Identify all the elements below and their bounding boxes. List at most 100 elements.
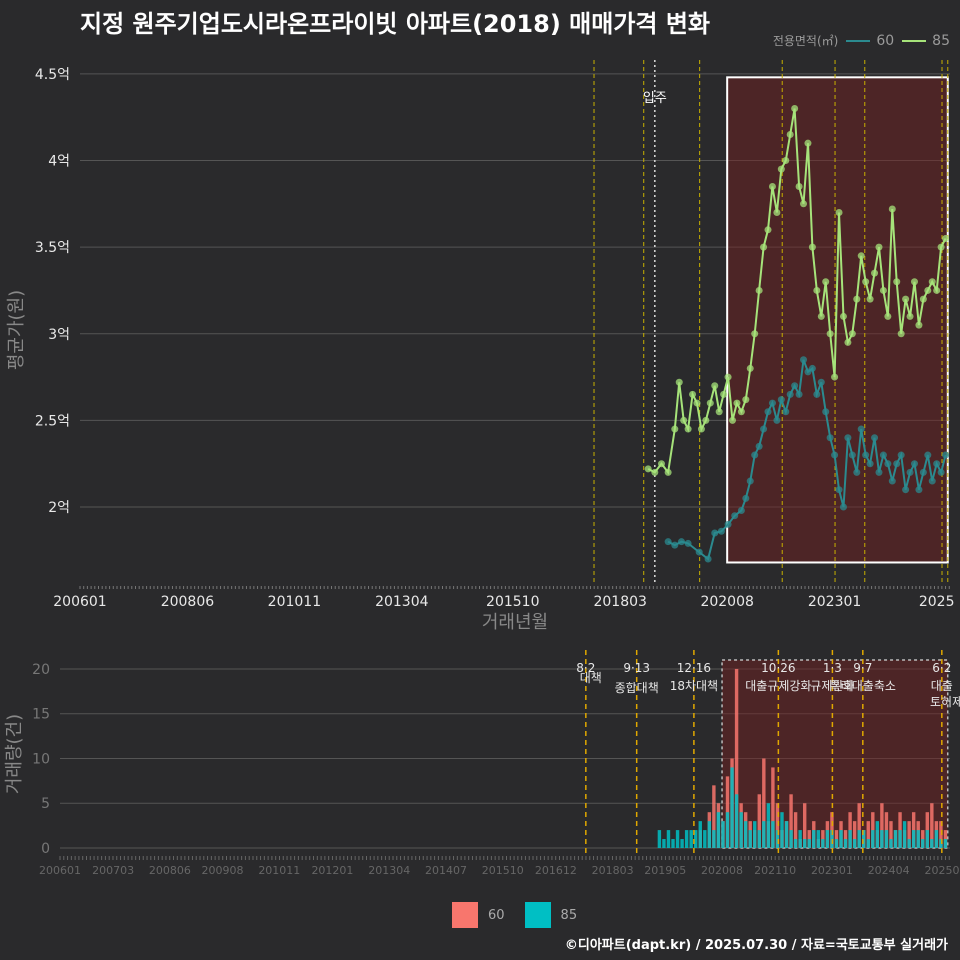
bar-60 xyxy=(789,794,793,848)
bar-85 xyxy=(916,830,920,848)
data-point-85 xyxy=(906,312,914,320)
legend-swatch-85 xyxy=(524,902,551,928)
data-point-60 xyxy=(742,494,750,502)
data-point-85 xyxy=(942,234,950,242)
data-point-60 xyxy=(848,451,856,459)
move-in-label: 입주 xyxy=(643,91,667,106)
top-xtick-label: 201803 xyxy=(593,594,646,610)
bottom-xtick-label: 200908 xyxy=(202,864,244,877)
data-point-60 xyxy=(777,396,785,404)
data-point-85 xyxy=(693,399,701,407)
bar-85 xyxy=(707,821,712,848)
bar-85 xyxy=(662,839,666,848)
bar-85 xyxy=(911,830,916,848)
bottom-ytick-label: 0 xyxy=(41,841,50,857)
data-point-85 xyxy=(760,243,768,251)
data-point-85 xyxy=(933,286,941,294)
bar-85 xyxy=(725,812,730,848)
top-xtick-label: 202301 xyxy=(808,594,861,610)
data-point-60 xyxy=(866,460,874,468)
bar-60 xyxy=(757,794,761,848)
bar-60 xyxy=(939,821,943,848)
data-point-60 xyxy=(695,548,703,556)
data-point-85 xyxy=(791,105,799,113)
data-point-85 xyxy=(808,243,816,251)
bar-85 xyxy=(821,839,825,848)
data-point-85 xyxy=(684,425,692,433)
data-point-60 xyxy=(677,538,685,546)
bar-85 xyxy=(757,830,761,848)
data-point-85 xyxy=(737,408,745,416)
bar-85 xyxy=(684,830,689,848)
bottom-xtick-label: 202507 xyxy=(924,864,960,877)
bar-60 xyxy=(857,803,861,848)
data-point-85 xyxy=(893,278,901,286)
bar-85 xyxy=(893,830,898,848)
data-point-85 xyxy=(835,208,843,216)
data-point-85 xyxy=(697,425,705,433)
data-point-85 xyxy=(804,139,812,147)
top-ytick-label: 4억 xyxy=(48,153,70,169)
policy-name-label: 대출규제강화 xyxy=(745,679,811,693)
bar-85 xyxy=(712,830,716,848)
data-point-60 xyxy=(773,416,781,424)
legend-top: 전용면적(㎡) 60 85 xyxy=(773,32,950,49)
bottom-xtick-label: 201201 xyxy=(311,864,353,877)
bar-85 xyxy=(762,821,766,848)
policy-date-label: 10·26 xyxy=(761,661,795,675)
top-ytick-label: 2억 xyxy=(48,500,70,516)
top-xtick-label: 200601 xyxy=(53,594,106,610)
data-point-85 xyxy=(689,390,697,398)
data-point-60 xyxy=(910,460,918,468)
data-point-60 xyxy=(919,468,927,476)
data-point-60 xyxy=(746,477,754,485)
bar-60 xyxy=(734,668,739,848)
data-point-85 xyxy=(773,208,781,216)
data-point-85 xyxy=(910,278,918,286)
data-point-60 xyxy=(928,477,936,485)
bar-85 xyxy=(871,830,875,848)
data-point-60 xyxy=(808,364,816,372)
bar-85 xyxy=(730,767,734,848)
bottom-xtick-label: 201407 xyxy=(425,864,467,877)
data-point-60 xyxy=(817,378,825,386)
data-point-85 xyxy=(813,286,821,294)
bar-85 xyxy=(789,830,793,848)
data-point-85 xyxy=(839,312,847,320)
data-point-85 xyxy=(871,269,879,277)
bar-60 xyxy=(793,812,798,848)
bar-85 xyxy=(748,830,752,848)
data-point-85 xyxy=(711,382,719,390)
data-point-60 xyxy=(835,486,843,494)
data-point-60 xyxy=(717,527,725,535)
data-point-85 xyxy=(848,330,856,338)
top-xtick-label: 202008 xyxy=(700,594,753,610)
policy-name-label: 대책 xyxy=(580,670,602,685)
data-point-85 xyxy=(782,156,790,164)
data-point-85 xyxy=(800,200,808,208)
policy-name-label: 특례대출축소 xyxy=(830,679,896,693)
bar-85 xyxy=(843,839,848,848)
policy-date-label: 8·2 xyxy=(576,661,595,675)
data-point-60 xyxy=(831,451,839,459)
data-point-85 xyxy=(795,182,803,190)
policy-name-label: 18차대책 xyxy=(670,678,718,693)
bottom-xtick-label: 201304 xyxy=(368,864,410,877)
top-xtick-label: 201304 xyxy=(375,594,429,610)
bar-85 xyxy=(848,830,852,848)
bar-85 xyxy=(884,830,889,848)
bar-85 xyxy=(671,839,675,848)
data-point-85 xyxy=(733,399,741,407)
bar-85 xyxy=(875,821,880,848)
data-point-85 xyxy=(915,321,923,329)
bottom-xtick-label: 200806 xyxy=(149,864,191,877)
data-point-85 xyxy=(884,312,892,320)
top-ytick-label: 3.5억 xyxy=(35,240,70,256)
data-point-60 xyxy=(731,512,739,520)
data-point-85 xyxy=(853,295,861,303)
bar-85 xyxy=(689,830,693,848)
data-point-85 xyxy=(924,286,932,294)
bar-85 xyxy=(907,839,911,848)
bar-85 xyxy=(798,830,802,848)
data-point-60 xyxy=(844,434,852,442)
